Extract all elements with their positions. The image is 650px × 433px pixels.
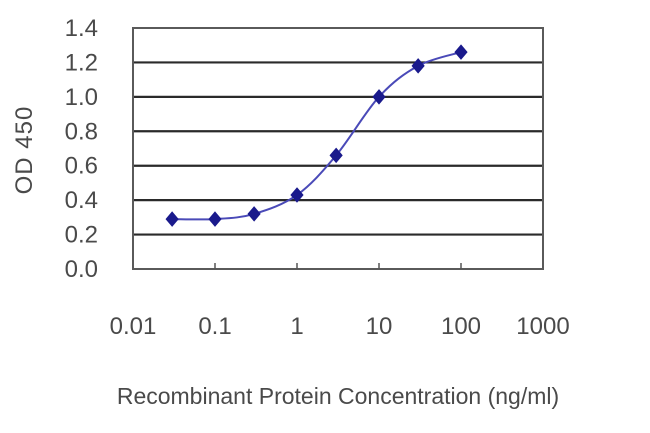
- plot-frame: [132, 27, 544, 270]
- data-point-diamond: [208, 211, 222, 227]
- y-tick-label: 1.0: [65, 84, 98, 111]
- data-point-diamond: [290, 187, 304, 203]
- x-tick-label: 0.1: [198, 313, 231, 340]
- y-tick-label: 0.2: [65, 222, 98, 249]
- x-tick-label: 1000: [516, 313, 569, 340]
- data-point-diamond: [329, 147, 343, 164]
- y-tick-label: 0.4: [65, 187, 98, 214]
- x-axis-ticks: 0.01 0.1 1 10 100 1000: [110, 313, 570, 340]
- data-point-diamond: [165, 211, 179, 227]
- x-tick-marks: [214, 263, 462, 269]
- x-tick-label: 0.01: [110, 313, 157, 340]
- x-axis-label: Recombinant Protein Concentration (ng/ml…: [117, 383, 559, 409]
- data-point-diamond: [411, 58, 425, 74]
- y-axis-label: OD 450: [11, 106, 38, 195]
- series-line: [172, 51, 462, 221]
- y-tick-label: 0.6: [65, 153, 98, 180]
- data-point-diamond: [454, 44, 468, 60]
- y-tick-label: 0.8: [65, 118, 98, 145]
- y-tick-label: 1.4: [65, 15, 98, 42]
- y-axis-ticks: 0.0 0.2 0.4 0.6 0.8 1.0 1.2 1.4: [65, 15, 98, 283]
- x-tick-label: 100: [441, 313, 481, 340]
- y-tick-label: 0.0: [65, 256, 98, 283]
- data-series: [165, 44, 468, 227]
- data-point-diamond: [372, 89, 386, 105]
- y-tick-label: 1.2: [65, 49, 98, 76]
- gridlines: [133, 61, 543, 236]
- x-tick-label: 10: [366, 313, 393, 340]
- data-point-diamond: [247, 206, 261, 222]
- x-tick-label: 1: [290, 313, 303, 340]
